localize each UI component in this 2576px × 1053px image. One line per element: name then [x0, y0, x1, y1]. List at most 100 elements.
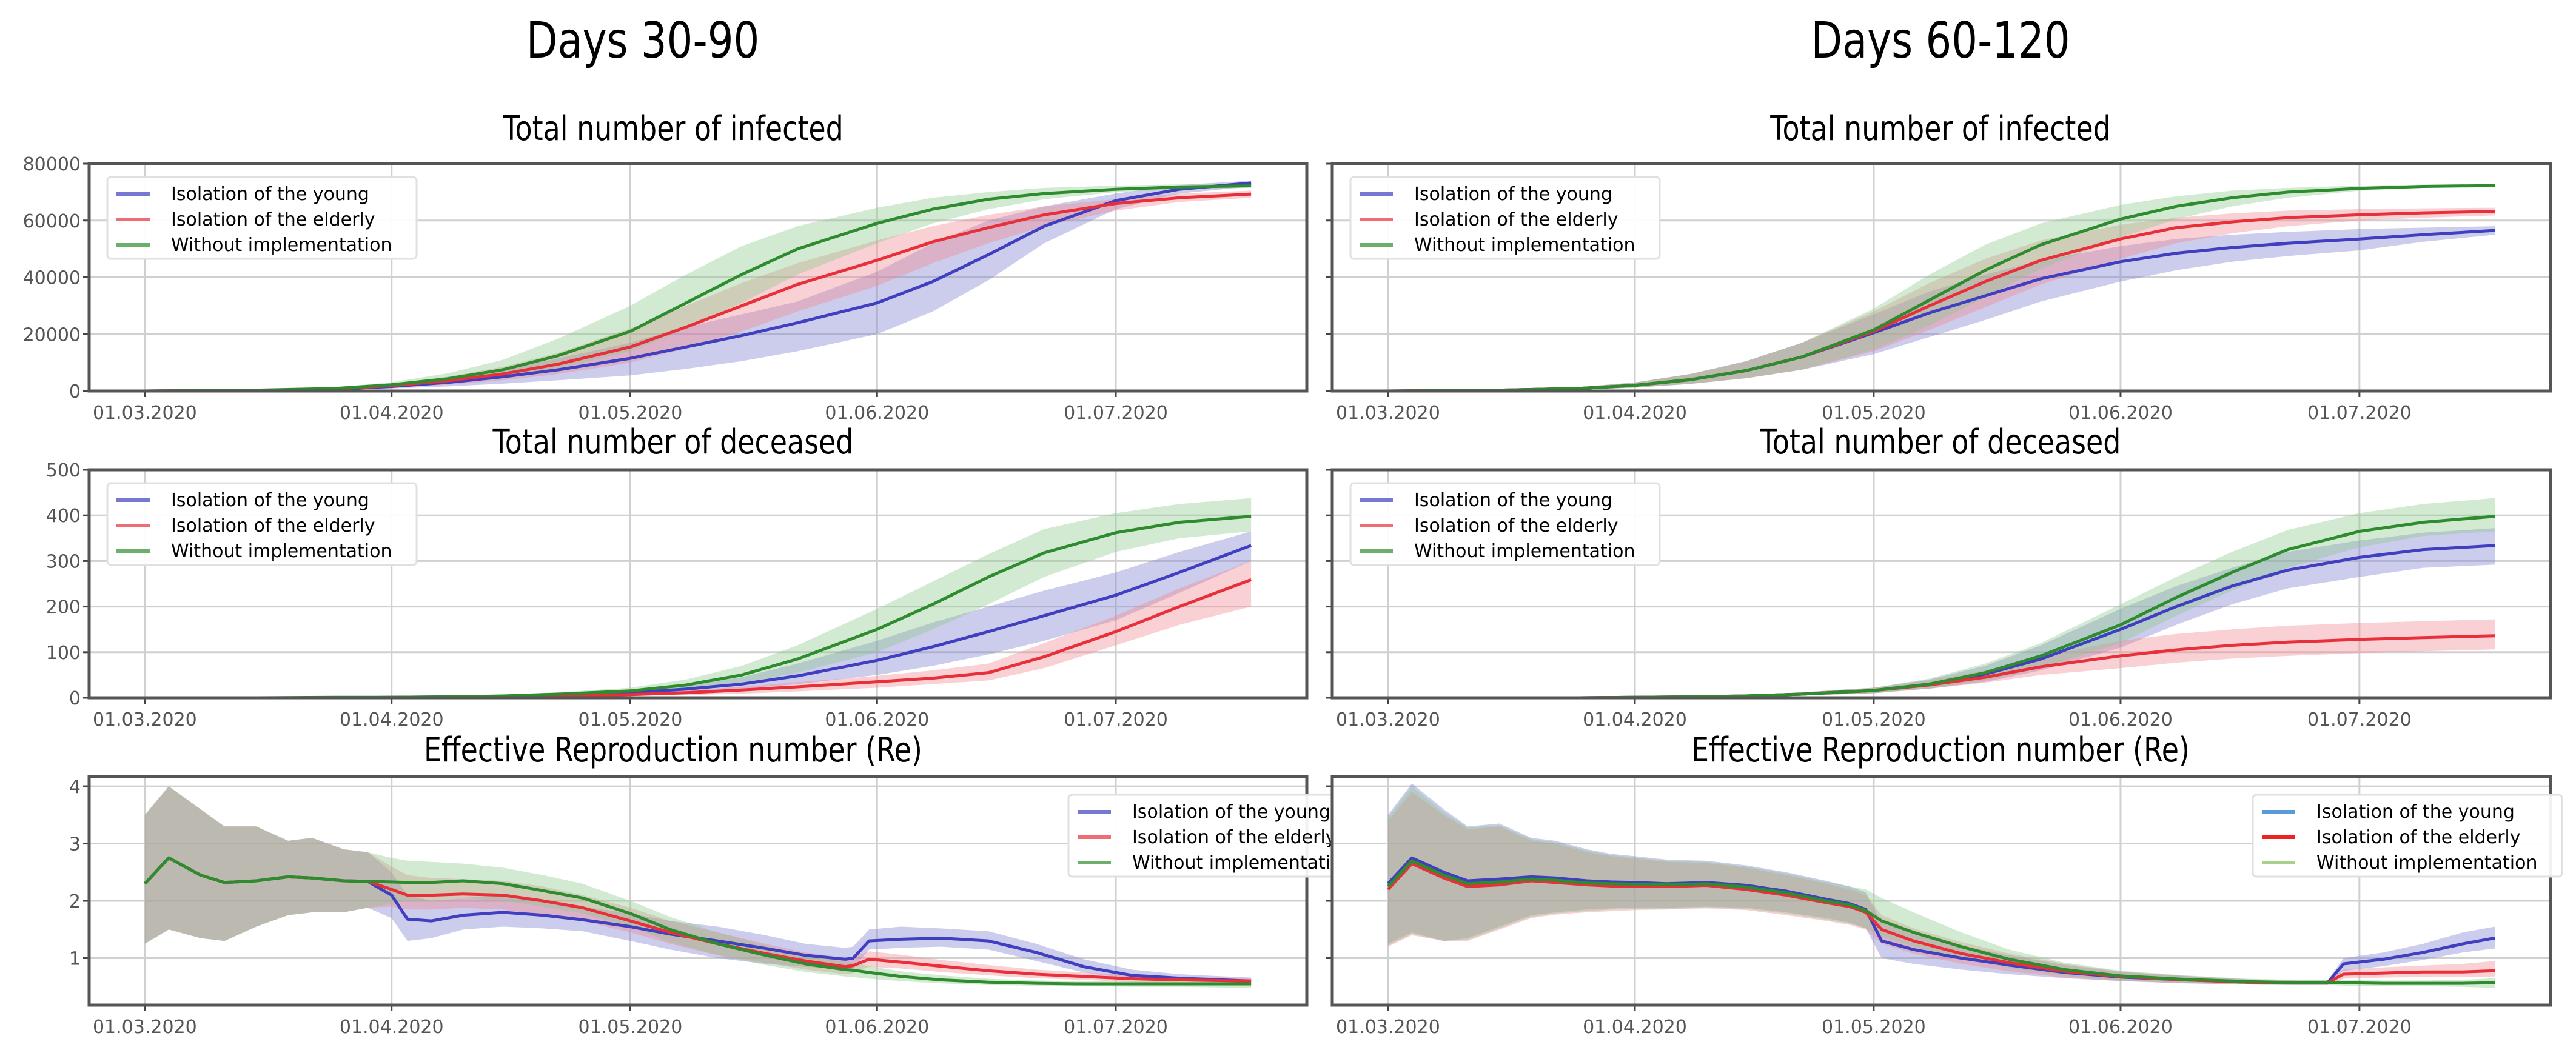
- y-tick-label: 80000: [23, 154, 81, 175]
- y-tick-label: 40000: [23, 268, 81, 289]
- legend-label: Isolation of the young: [171, 184, 369, 205]
- x-tick-label: 01.04.2020: [1583, 709, 1687, 730]
- x-tick-label: 01.04.2020: [340, 1017, 444, 1038]
- legend-label: Without implementation: [2316, 852, 2537, 874]
- band-isolation-of-the-elderly: [144, 786, 1252, 984]
- chart-title-left-deceased: Total number of deceased: [492, 423, 854, 462]
- chart-title-left-infected: Total number of infected: [503, 109, 844, 149]
- x-tick-label: 01.03.2020: [93, 709, 197, 730]
- x-tick-label: 01.04.2020: [1583, 1017, 1687, 1038]
- band-without-implementation: [1387, 184, 2495, 391]
- x-tick-label: 01.06.2020: [825, 709, 929, 730]
- legend: Isolation of the young Isolation of the e…: [1349, 176, 1661, 260]
- x-tick-label: 01.07.2020: [2307, 1017, 2412, 1038]
- legend: Isolation of the young Isolation of the e…: [1349, 482, 1661, 566]
- legend-label: Isolation of the young: [1414, 490, 1612, 511]
- legend-label: Isolation of the elderly: [1414, 209, 1618, 230]
- x-tick-label: 01.03.2020: [1336, 403, 1440, 424]
- band-isolation-of-the-elderly: [144, 190, 1252, 391]
- x-tick-label: 01.04.2020: [340, 709, 444, 730]
- x-tick-label: 01.03.2020: [93, 1017, 197, 1038]
- x-tick-label: 01.03.2020: [1336, 709, 1440, 730]
- band-without-implementation: [144, 786, 1252, 988]
- legend-box: [106, 176, 418, 260]
- y-tick-label: 200: [46, 597, 81, 618]
- legend-box: [2252, 794, 2563, 878]
- x-tick-label: 01.03.2020: [1336, 1017, 1440, 1038]
- y-tick-label: 300: [46, 551, 81, 572]
- legend-label: Isolation of the elderly: [171, 515, 375, 537]
- y-tick-label: 3: [69, 834, 81, 855]
- y-tick-label: 400: [46, 506, 81, 527]
- legend-box: [106, 482, 418, 566]
- x-tick-label: 01.07.2020: [1064, 1017, 1168, 1038]
- legend-label: Without implementation: [1414, 541, 1635, 562]
- x-tick-label: 01.05.2020: [1822, 709, 1926, 730]
- x-tick-label: 01.07.2020: [1064, 709, 1168, 730]
- x-tick-label: 01.06.2020: [825, 1017, 929, 1038]
- plot-frame: [1330, 162, 2552, 393]
- y-tick-label: 20000: [23, 324, 81, 346]
- series-line-without-implementation: [144, 856, 1252, 986]
- legend-label: Isolation of the young: [1132, 801, 1330, 823]
- legend-label: Without implementation: [171, 235, 392, 256]
- y-tick-label: 1: [69, 949, 81, 970]
- band-without-implementation: [144, 183, 1252, 391]
- chart-title-left-re: Effective Reproduction number (Re): [424, 730, 922, 770]
- band-without-implementation: [144, 498, 1252, 698]
- y-tick-label: 0: [69, 381, 81, 403]
- band-isolation-of-the-elderly: [1387, 792, 2495, 985]
- band-isolation-of-the-elderly: [1387, 619, 2495, 698]
- x-tick-label: 01.05.2020: [579, 709, 683, 730]
- x-tick-label: 01.06.2020: [825, 403, 929, 424]
- x-tick-label: 01.03.2020: [93, 403, 197, 424]
- band-without-implementation: [1387, 498, 2495, 698]
- x-tick-label: 01.06.2020: [2068, 403, 2173, 424]
- chart-left-infected: 0 20000 40000 60000 80000 01.03.2020 01.04.202…: [23, 154, 1309, 424]
- chart-title-right-deceased: Total number of deceased: [1760, 423, 2121, 462]
- x-tick-label: 01.07.2020: [2307, 403, 2412, 424]
- column-title-left: Days 30-90: [526, 12, 760, 70]
- band-isolation-of-the-young: [144, 181, 1252, 391]
- y-tick-label: 2: [69, 891, 81, 912]
- series-line-without-implementation: [1387, 859, 2495, 985]
- plot-frame: [1330, 468, 2552, 700]
- series-line-without-implementation: [144, 184, 1252, 393]
- y-tick-label: 60000: [23, 211, 81, 232]
- legend-label: Isolation of the young: [2316, 801, 2515, 823]
- series-line-without-implementation: [1387, 184, 2495, 393]
- column-title-right: Days 60-120: [1811, 12, 2070, 70]
- plot-frame: [87, 162, 1309, 393]
- chart-left-re: 1 2 3 4 01.03.2020 01.04.2020 01.05.2020 01.06.…: [69, 775, 1379, 1038]
- chart-right-re: 01.03.2020 01.04.2020 01.05.2020 01.06.2020…: [1326, 775, 2563, 1038]
- legend-label: Isolation of the elderly: [1414, 515, 1618, 537]
- y-tick-label: 100: [46, 643, 81, 664]
- x-tick-label: 01.07.2020: [1064, 403, 1168, 424]
- x-tick-label: 01.06.2020: [2068, 709, 2173, 730]
- legend-label: Isolation of the elderly: [171, 209, 375, 230]
- legend-label: Isolation of the elderly: [2316, 827, 2521, 848]
- y-tick-label: 500: [46, 460, 81, 481]
- legend: Isolation of the young Isolation of the e…: [106, 482, 418, 566]
- legend-label: Without implementation: [171, 541, 392, 562]
- band-isolation-of-the-young: [144, 786, 1252, 984]
- chart-left-deceased: 0 100 200 300 400 500 01.03.2020 01.04.2020 01.0…: [46, 460, 1309, 730]
- plot-frame: [87, 775, 1309, 1007]
- plot-frame: [87, 468, 1309, 700]
- legend-label: Without implementation: [1132, 852, 1353, 874]
- chart-title-right-infected: Total number of infected: [1770, 109, 2111, 149]
- legend: Isolation of the young Isolation of the e…: [1067, 794, 1379, 878]
- legend-label: Isolation of the young: [171, 490, 369, 511]
- x-tick-label: 01.05.2020: [579, 403, 683, 424]
- legend-box: [1349, 482, 1661, 566]
- x-tick-label: 01.07.2020: [2307, 709, 2412, 730]
- legend: Isolation of the young Isolation of the e…: [2252, 794, 2563, 878]
- x-tick-label: 01.04.2020: [340, 403, 444, 424]
- band-isolation-of-the-young: [144, 531, 1252, 698]
- chart-title-right-re: Effective Reproduction number (Re): [1691, 730, 2190, 770]
- x-tick-label: 01.04.2020: [1583, 403, 1687, 424]
- band-isolation-of-the-young: [1387, 528, 2495, 698]
- legend-label: Isolation of the young: [1414, 184, 1612, 205]
- legend-label: Without implementation: [1414, 235, 1635, 256]
